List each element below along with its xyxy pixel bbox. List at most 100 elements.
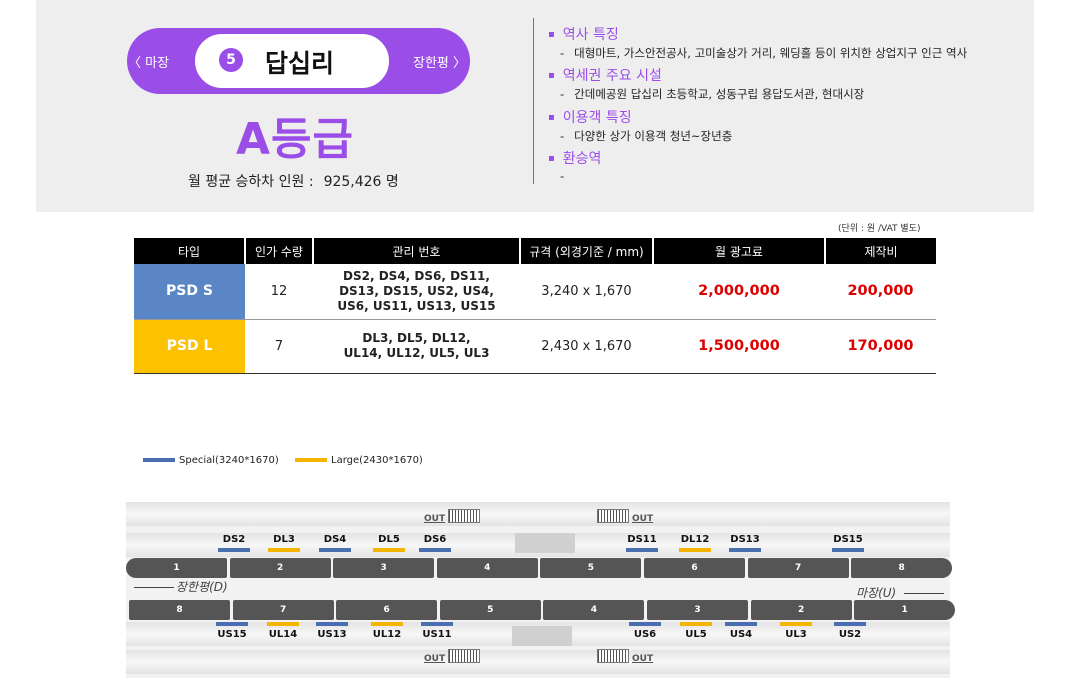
ad-panel-label: DS15 bbox=[833, 534, 863, 545]
train-car: 1 bbox=[126, 558, 227, 578]
ad-rate-table: 타입 인가 수량 관리 번호 규격 (외경기준 / mm) 월 광고료 제작비 … bbox=[134, 238, 936, 374]
ad-panel-label: DL3 bbox=[273, 534, 295, 545]
ids-cell: DL3, DL5, DL12, UL14, UL12, UL5, UL3 bbox=[313, 319, 520, 374]
train-car: 6 bbox=[644, 558, 745, 578]
ad-panel-label: DS13 bbox=[730, 534, 760, 545]
legend-large: Large(2430*1670) bbox=[295, 455, 423, 466]
ad-panel-marker bbox=[267, 622, 299, 626]
ad-panel-marker bbox=[629, 622, 661, 626]
direction-up-arrow bbox=[904, 593, 944, 594]
feature-station: 역사 특징 대형마트, 가스안전공사, 고미술상가 거리, 웨딩홀 등이 위치한… bbox=[548, 24, 967, 61]
ad-panel-marker bbox=[832, 548, 864, 552]
ad-panel-label: DS2 bbox=[222, 534, 246, 545]
feature-title: 이용객 특징 bbox=[548, 107, 732, 127]
ad-panel-label: US4 bbox=[729, 629, 753, 640]
feature-users: 이용객 특징 다양한 상가 이용객 청년~장년층 bbox=[548, 107, 733, 144]
feature-desc bbox=[560, 169, 601, 183]
ridership-value: 925,426 명 bbox=[323, 174, 399, 190]
train-car: 8 bbox=[851, 558, 953, 578]
ad-panel-marker bbox=[780, 622, 812, 626]
ad-panel-marker bbox=[218, 548, 250, 552]
legend-swatch bbox=[295, 458, 327, 462]
train-car: 2 bbox=[229, 558, 331, 578]
ad-panel-label: US6 bbox=[633, 629, 657, 640]
ad-panel-marker bbox=[216, 622, 248, 626]
direction-down-arrow bbox=[134, 587, 174, 588]
monthly-cell: 1,500,000 bbox=[653, 319, 825, 374]
train-car: 5 bbox=[439, 600, 541, 620]
col-header-production: 제작비 bbox=[824, 238, 936, 264]
direction-down-label: 장한평(D) bbox=[176, 580, 228, 594]
stairs-icon bbox=[448, 509, 480, 523]
col-header-size: 규격 (외경기준 / mm) bbox=[519, 238, 653, 264]
ad-panel-marker bbox=[268, 548, 300, 552]
ad-panel-marker bbox=[729, 548, 761, 552]
ad-panel-marker bbox=[373, 548, 405, 552]
ad-panel-marker bbox=[319, 548, 351, 552]
stairs-icon bbox=[448, 649, 480, 663]
next-station-label: 장한평 〉 bbox=[413, 56, 467, 71]
station-name: 답십리 bbox=[265, 49, 335, 78]
ad-panel-label: UL12 bbox=[372, 629, 402, 640]
ad-panel-marker bbox=[371, 622, 403, 626]
ad-panel-label: UL5 bbox=[685, 629, 707, 640]
legend-label: Large(2430*1670) bbox=[331, 455, 423, 466]
ad-panel-label: DS4 bbox=[323, 534, 347, 545]
ad-panel-label: US13 bbox=[317, 629, 347, 640]
table-row: PSD L 7 DL3, DL5, DL12, UL14, UL12, UL5,… bbox=[134, 319, 936, 374]
platform-gap bbox=[515, 533, 575, 553]
production-cell: 200,000 bbox=[825, 264, 936, 320]
col-header-count: 인가 수량 bbox=[244, 238, 313, 264]
station-number-badge: 5 bbox=[219, 48, 243, 72]
train-car: 7 bbox=[232, 600, 334, 620]
feature-title: 환승역 bbox=[548, 148, 602, 168]
feature-transfer: 환승역 bbox=[548, 148, 602, 183]
table-header-row: 타입 인가 수량 관리 번호 규격 (외경기준 / mm) 월 광고료 제작비 bbox=[134, 238, 936, 264]
direction-up-label: 마장(U) bbox=[856, 586, 897, 600]
feature-desc: 대형마트, 가스안전공사, 고미술상가 거리, 웨딩홀 등이 위치한 상업지구 … bbox=[560, 45, 967, 61]
train-car: 4 bbox=[543, 600, 645, 620]
platform-gap bbox=[512, 626, 572, 646]
bottom-wall bbox=[126, 650, 950, 674]
ridership: 월 평균 승하차 인원 : 925,426 명 bbox=[188, 171, 399, 191]
exit-label: OUT bbox=[632, 654, 654, 664]
size-cell: 2,430 x 1,670 bbox=[520, 319, 653, 374]
stairs-icon bbox=[597, 649, 629, 663]
production-cell: 170,000 bbox=[825, 319, 936, 374]
exit-label: OUT bbox=[632, 514, 654, 524]
ad-panel-label: DL5 bbox=[378, 534, 400, 545]
train-car: 4 bbox=[436, 558, 538, 578]
top-wall bbox=[126, 502, 950, 526]
ad-panel-marker bbox=[834, 622, 866, 626]
station-grade: A등급 bbox=[235, 114, 354, 165]
ad-panel-marker bbox=[316, 622, 348, 626]
feature-title: 역사 특징 bbox=[548, 24, 967, 44]
ad-panel-marker bbox=[419, 548, 451, 552]
train-car: 3 bbox=[333, 558, 435, 578]
feature-desc: 다양한 상가 이용객 청년~장년층 bbox=[560, 128, 732, 144]
ad-panel-marker bbox=[421, 622, 453, 626]
feature-facilities: 역세권 주요 시설 간데메공원 답십리 초등학교, 성동구립 용답도서관, 현대… bbox=[548, 65, 864, 102]
col-header-monthly: 월 광고료 bbox=[652, 238, 825, 264]
ad-panel-marker bbox=[626, 548, 658, 552]
ad-panel-label: DS6 bbox=[423, 534, 447, 545]
ad-panel-label: US11 bbox=[422, 629, 452, 640]
prev-station-label: 〈 마장 bbox=[128, 56, 170, 71]
legend-label: Special(3240*1670) bbox=[179, 455, 279, 466]
count-cell: 7 bbox=[245, 319, 313, 374]
ad-panel-marker bbox=[679, 548, 711, 552]
ad-panel-label: US2 bbox=[838, 629, 862, 640]
ad-panel-label: UL3 bbox=[785, 629, 807, 640]
exit-label: OUT bbox=[424, 514, 446, 524]
train-car: 6 bbox=[336, 600, 438, 620]
header-divider bbox=[533, 18, 534, 184]
type-cell: PSD L bbox=[134, 319, 245, 374]
train-car: 8 bbox=[129, 600, 230, 620]
type-cell: PSD S bbox=[134, 264, 245, 320]
train-car: 1 bbox=[854, 600, 956, 620]
train-car: 3 bbox=[647, 600, 748, 620]
count-cell: 12 bbox=[245, 264, 313, 320]
size-cell: 3,240 x 1,670 bbox=[520, 264, 653, 320]
ad-panel-label: US15 bbox=[217, 629, 247, 640]
